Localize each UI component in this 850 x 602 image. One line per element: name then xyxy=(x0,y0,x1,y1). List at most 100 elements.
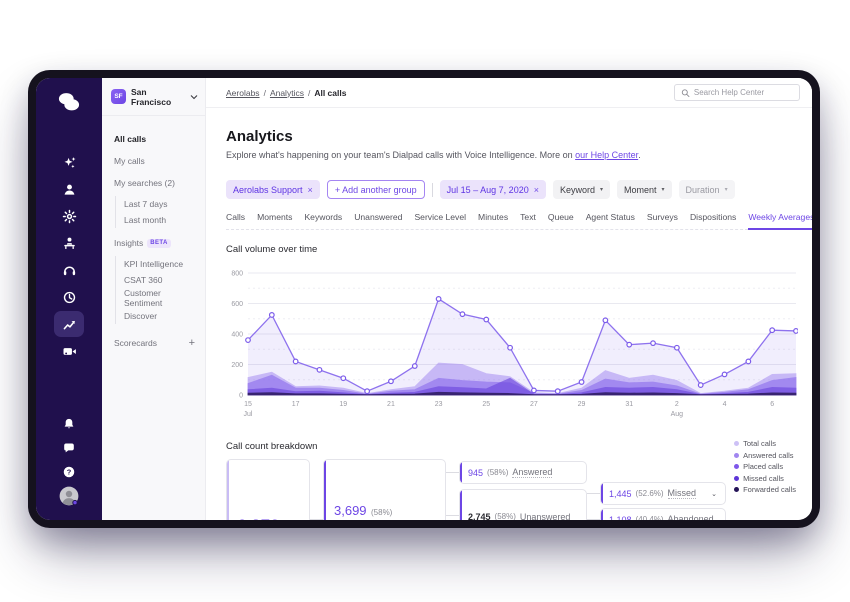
sidebar-item-my-calls[interactable]: My calls xyxy=(114,150,199,172)
sidebar-item-insights[interactable]: Insights BETA xyxy=(114,232,199,254)
svg-text:29: 29 xyxy=(578,401,586,408)
call-history-icon[interactable] xyxy=(54,284,84,310)
tab-moments[interactable]: Moments xyxy=(257,212,293,222)
missed-value: 1,445 xyxy=(609,488,632,499)
filter-moment-label: Moment xyxy=(624,184,657,195)
sidebar-item-my-searches-2-[interactable]: My searches (2) xyxy=(114,172,199,194)
svg-text:6: 6 xyxy=(770,401,774,408)
add-scorecard-icon[interactable]: + xyxy=(188,337,195,349)
ai-sparkles-icon[interactable] xyxy=(54,149,84,175)
chart-legend: Total calls Answered calls Placed calls Mis… xyxy=(734,439,796,494)
filter-divider xyxy=(431,182,433,197)
help-search[interactable] xyxy=(674,84,800,101)
avatar-icon[interactable] xyxy=(54,484,84,508)
missed-dropdown-card[interactable]: 1,445 (52.6%) Missed ⌄ xyxy=(600,482,726,505)
svg-text:15: 15 xyxy=(244,401,252,408)
help-icon[interactable]: ? xyxy=(54,460,84,484)
headset-icon[interactable] xyxy=(54,257,84,283)
add-group-button[interactable]: + Add another group xyxy=(326,180,425,199)
chevron-down-icon[interactable]: ⌄ xyxy=(711,490,717,498)
sidebar-item-label: Last month xyxy=(124,215,167,225)
legend-label: Answered calls xyxy=(743,450,794,460)
breadcrumb-current: All calls xyxy=(314,87,347,98)
missed-label: Missed xyxy=(667,488,697,499)
abandoned-pct: (40.4%) xyxy=(635,515,664,520)
legend-dot-icon xyxy=(734,487,740,492)
tab-weekly-averages[interactable]: Weekly Averages xyxy=(748,212,812,230)
chart-title: Call volume over time xyxy=(226,244,318,255)
chat-icon[interactable] xyxy=(54,436,84,460)
svg-text:600: 600 xyxy=(231,301,243,308)
analytics-icon[interactable] xyxy=(54,311,84,337)
breadcrumb-link[interactable]: Aerolabs xyxy=(226,87,260,98)
sidebar-item-label: Discover xyxy=(124,311,158,321)
svg-text:800: 800 xyxy=(231,271,243,278)
sidebar-item-label: Scorecards xyxy=(114,338,157,348)
tab-unanswered[interactable]: Unanswered xyxy=(354,212,403,222)
contacts-icon[interactable] xyxy=(54,176,84,202)
filter-keyword-dropdown[interactable]: Keyword ▾ xyxy=(552,180,611,199)
dialpad-logo-icon[interactable] xyxy=(56,90,82,119)
tab-agent-status[interactable]: Agent Status xyxy=(585,212,635,222)
notifications-icon[interactable] xyxy=(54,412,84,436)
chevron-down-icon[interactable]: ⌄ xyxy=(717,516,724,521)
tab-calls[interactable]: Calls xyxy=(226,212,246,222)
workspace-badge: SF xyxy=(111,89,126,104)
legend-label: Missed calls xyxy=(743,473,784,483)
card-accent-bar xyxy=(324,460,326,520)
sidebar-item-customer-sentiment[interactable]: Customer Sentiment xyxy=(124,288,199,308)
sidebar-item-discover[interactable]: Discover xyxy=(124,308,199,324)
tab-dispositions[interactable]: Dispositions xyxy=(689,212,737,222)
answered-pct: (58%) xyxy=(487,468,509,477)
sidebar-item-label: KPI Intelligence xyxy=(124,259,184,269)
tab-text[interactable]: Text xyxy=(520,212,536,222)
filter-chip-date-label: Jul 15 – Aug 7, 2020 xyxy=(446,184,529,195)
settings-icon[interactable] xyxy=(54,203,84,229)
sidebar-item-label: Customer Sentiment xyxy=(124,288,163,308)
tab-minutes[interactable]: Minutes xyxy=(478,212,509,222)
dialpad-app: ? SF San Francisco All calls My calls My s… xyxy=(36,78,812,520)
subtitle-period: . xyxy=(638,150,641,160)
legend-item: Placed calls xyxy=(734,462,796,471)
remove-icon[interactable]: × xyxy=(533,184,539,195)
total-calls-card: 6,378 xyxy=(226,459,310,520)
sidebar-subgroup: Last 7 days Last month xyxy=(115,196,199,228)
tab-queue[interactable]: Queue xyxy=(547,212,574,222)
filter-duration-dropdown[interactable]: Duration ▾ xyxy=(678,180,735,199)
analytics-content: Analytics Explore what's happening on yo… xyxy=(206,108,812,520)
remove-icon[interactable]: × xyxy=(307,184,313,195)
sidebar-item-csat-360[interactable]: CSAT 360 xyxy=(124,272,199,288)
sidebar-item-last-7-days[interactable]: Last 7 days xyxy=(124,196,199,212)
inbound-calls-pct: (58%) xyxy=(371,508,393,517)
help-center-link[interactable]: our Help Center xyxy=(575,150,639,160)
help-search-input[interactable] xyxy=(693,88,793,97)
subtitle-text: Explore what's happening on your team's … xyxy=(226,150,576,160)
sidebar-item-scorecards[interactable]: Scorecards + xyxy=(114,332,199,354)
video-camera-icon[interactable] xyxy=(54,338,84,364)
filter-bar: Aerolabs Support × + Add another group Ju… xyxy=(226,180,798,199)
workspace-switcher[interactable]: SF San Francisco xyxy=(102,78,205,116)
breakdown-cards: 6,378 3,699 (58%) Inbound Calls xyxy=(226,459,798,520)
svg-text:Jul: Jul xyxy=(244,411,253,418)
sidebar-item-kpi-intelligence[interactable]: KPI Intelligence xyxy=(124,256,199,272)
card-accent-bar xyxy=(460,490,462,520)
filter-chip-date[interactable]: Jul 15 – Aug 7, 2020 × xyxy=(439,180,546,199)
svg-text:0: 0 xyxy=(239,393,243,400)
missed-pct: (52.6%) xyxy=(635,489,664,498)
breadcrumb-link[interactable]: Analytics xyxy=(269,87,304,98)
inbound-calls-value: 3,699 xyxy=(334,503,367,518)
filter-moment-dropdown[interactable]: Moment ▾ xyxy=(617,180,672,199)
tab-keywords[interactable]: Keywords xyxy=(304,212,343,222)
caret-down-icon: ▾ xyxy=(724,187,728,193)
card-accent-bar xyxy=(460,462,462,483)
svg-text:400: 400 xyxy=(231,332,243,339)
abandoned-dropdown-card[interactable]: 1,108 (40.4%) Abandoned ⌄ xyxy=(600,508,726,520)
tab-service-level[interactable]: Service Level xyxy=(414,212,467,222)
filter-chip-group[interactable]: Aerolabs Support × xyxy=(226,180,320,199)
tab-surveys[interactable]: Surveys xyxy=(646,212,678,222)
main-panel: Aerolabs/Analytics/All calls Analytics E… xyxy=(206,78,812,520)
coaching-icon[interactable] xyxy=(54,230,84,256)
tree-connector xyxy=(446,472,459,473)
sidebar-item-last-month[interactable]: Last month xyxy=(124,212,199,228)
sidebar-item-all-calls[interactable]: All calls xyxy=(114,128,199,150)
